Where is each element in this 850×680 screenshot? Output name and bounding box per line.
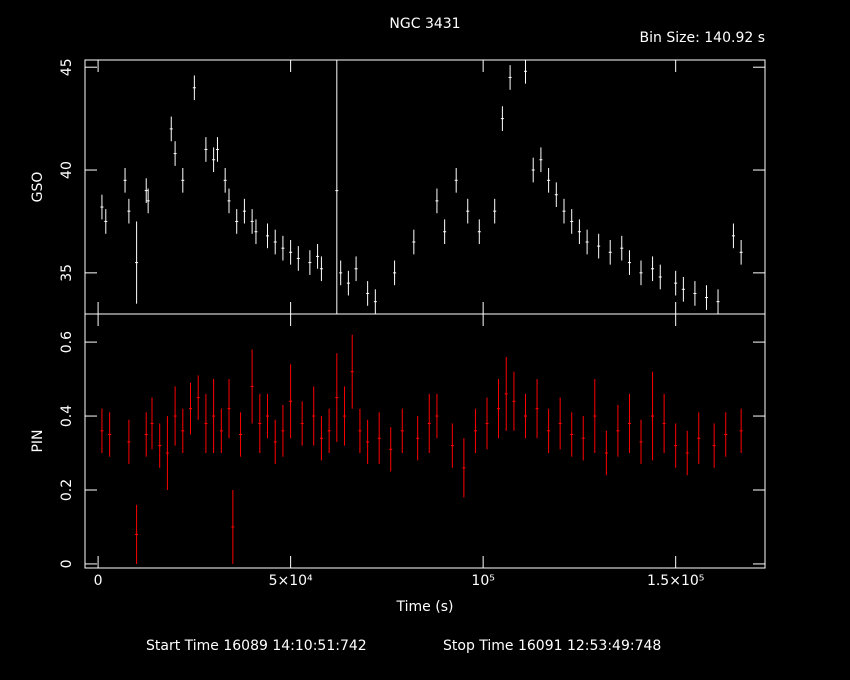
- y-axis-label: PIN: [30, 429, 46, 452]
- x-tick-label: 5×10⁴: [269, 573, 313, 589]
- y-tick-label: 35: [59, 264, 75, 282]
- x-axis-label: Time (s): [396, 599, 454, 615]
- plot-frame: [84, 313, 766, 569]
- x-tick-label: 10⁵: [471, 573, 494, 589]
- stop-time: Stop Time 16091 12:53:49:748: [443, 638, 661, 654]
- chart-title: NGC 3431: [389, 16, 460, 32]
- y-tick-label: 40: [59, 161, 75, 179]
- y-axis-label: GSO: [30, 172, 46, 203]
- bin-size: Bin Size: 140.92 s: [640, 30, 765, 46]
- x-tick-label: 0: [94, 573, 103, 589]
- y-tick-label: 0.4: [59, 405, 75, 427]
- start-time: Start Time 16089 14:10:51:742: [146, 638, 367, 654]
- series: [100, 334, 743, 564]
- y-tick-label: 0.2: [59, 479, 75, 501]
- x-tick-label: 1.5×10⁵: [647, 573, 704, 589]
- y-tick-label: 45: [59, 58, 75, 76]
- plot-frame: [84, 59, 766, 315]
- y-tick-label: 0.6: [59, 331, 75, 353]
- series: [100, 60, 743, 314]
- y-tick-label: 0: [59, 559, 75, 568]
